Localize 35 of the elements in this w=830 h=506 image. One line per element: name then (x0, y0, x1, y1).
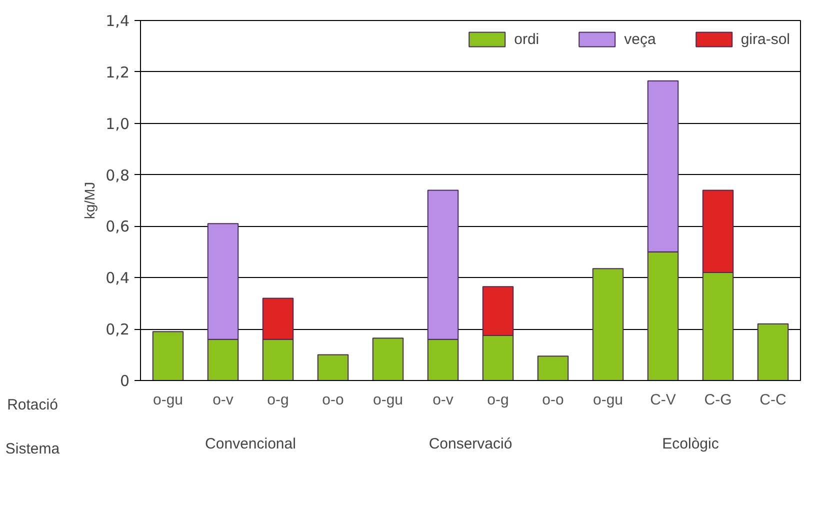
y-tick-label: 0,2 (106, 320, 130, 339)
x-tick-label: C-G (704, 392, 732, 408)
legend-label: gira-sol (740, 30, 790, 48)
y-tick-label: 0,4 (106, 269, 130, 288)
x-tick-label: o-v (212, 392, 234, 408)
y-tick-label: 0,8 (106, 166, 130, 184)
x-tick-label: o-g (267, 392, 289, 408)
x-tick-label: o-gu (372, 392, 404, 408)
bar (592, 268, 624, 380)
text: Rotació (7, 396, 58, 414)
x-tick-label: o-o (322, 392, 344, 408)
bar (372, 338, 404, 380)
text: Conservació (428, 436, 512, 452)
bar (537, 356, 569, 380)
x-tick-label: C-C (760, 392, 786, 408)
bar (317, 354, 349, 380)
x-tick-label: o-gu (152, 392, 184, 408)
y-tick-label: 0,6 (106, 218, 130, 236)
legend-label: veça (624, 30, 656, 48)
legend-label: ordi (514, 30, 540, 48)
y-tick-label: 0 (120, 372, 130, 390)
x-tick-label: o-g (487, 392, 509, 408)
text: Convencional (205, 436, 296, 452)
y-tick-label: 1,0 (106, 114, 130, 133)
text: Ecològic (662, 436, 720, 452)
x-tick-label: o-v (432, 392, 454, 408)
y-axis-title: kg/MJ (82, 182, 98, 220)
y-tick-label: 1,4 (106, 12, 130, 30)
bar (152, 331, 184, 380)
text: Sistema (5, 440, 60, 458)
x-tick-label: C-V (650, 392, 676, 408)
y-tick-label: 1,2 (106, 63, 130, 82)
bar (757, 323, 789, 380)
x-tick-label: o-gu (592, 392, 624, 408)
x-tick-label: o-o (542, 392, 564, 408)
